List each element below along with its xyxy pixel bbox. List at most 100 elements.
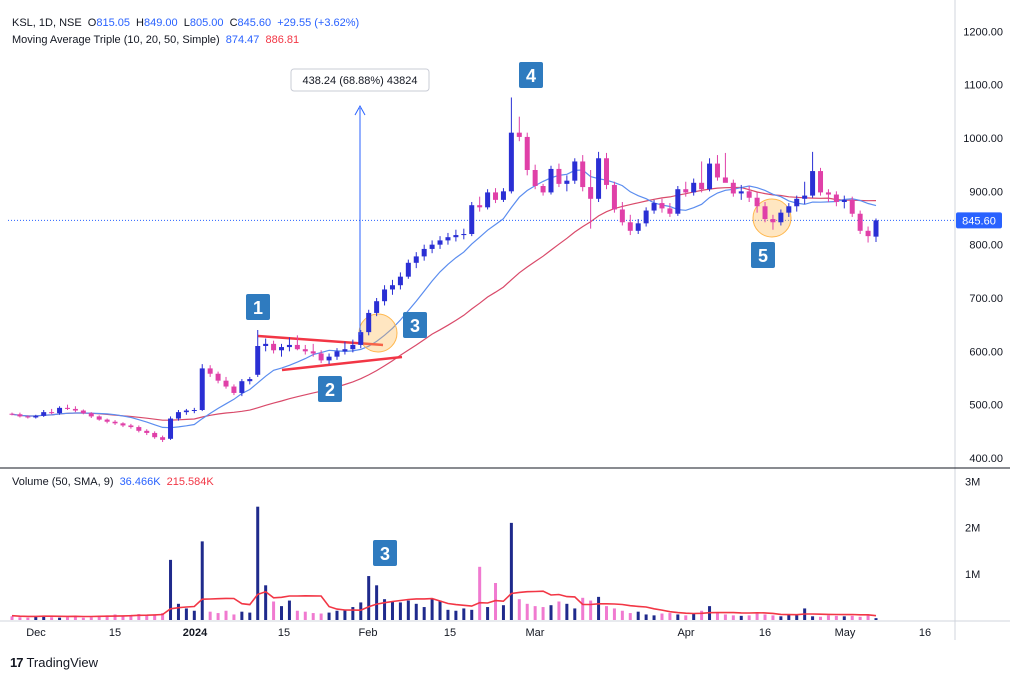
candle-body (738, 191, 744, 194)
candle (429, 240, 435, 254)
volume-bar (811, 616, 815, 620)
volume-bar (34, 616, 38, 620)
candle-body (437, 240, 443, 245)
badge-number: 5 (758, 246, 768, 266)
annotation-badge-1: 1 (246, 294, 270, 320)
candle (707, 158, 713, 192)
candle-body (223, 380, 229, 387)
candle (168, 416, 174, 440)
footer-brand[interactable]: 17 TradingView (10, 655, 98, 670)
candle-body (651, 203, 657, 211)
volume-bar (779, 616, 783, 620)
candle-body (445, 237, 451, 241)
candle (493, 188, 499, 204)
low-value: 805.00 (189, 17, 224, 29)
candle (437, 236, 443, 249)
candle-body (57, 407, 63, 414)
candle-body (611, 184, 617, 210)
volume-bar (430, 599, 434, 620)
candle (239, 379, 245, 397)
candle-body (128, 425, 134, 428)
candle (294, 335, 300, 351)
candle (413, 252, 419, 269)
candle (825, 189, 831, 202)
candle (152, 431, 158, 439)
volume-sma-line (11, 590, 877, 618)
candle-body (516, 132, 522, 137)
candle (619, 202, 625, 226)
price-tick-label: 700.00 (969, 293, 1003, 305)
candle (421, 244, 427, 261)
badge-number: 3 (410, 316, 420, 336)
candle-body (41, 412, 47, 416)
volume-bar (351, 607, 355, 620)
candle-body (25, 416, 31, 418)
badge-box (318, 376, 342, 402)
change-value: +29.55 (+3.62%) (277, 17, 360, 29)
volume-bar (129, 614, 133, 620)
price-chart[interactable]: 1200.00 1100.00 1000.00 900.00 800.00 700.00 6… (0, 0, 1024, 650)
candle (358, 330, 364, 349)
candle-body (334, 351, 340, 357)
candle (818, 167, 824, 196)
annotation-badge-3-volume: 3 (373, 540, 397, 566)
candle-body (794, 198, 800, 207)
volume-bar (137, 613, 141, 620)
open-value: 815.05 (96, 17, 130, 29)
ma-slow-line (11, 186, 877, 421)
candle (635, 219, 641, 234)
volume-bar (256, 506, 260, 620)
candle-body (770, 219, 776, 223)
volume-bar (414, 603, 418, 620)
candle (500, 188, 506, 202)
candle (279, 343, 285, 357)
lower-trendline (281, 355, 403, 372)
candle-body (160, 437, 166, 440)
volume-bar (525, 603, 529, 620)
volume-bar (573, 608, 577, 620)
candle (255, 330, 261, 377)
time-tick-label: 15 (278, 627, 290, 639)
candle (136, 425, 142, 433)
volume-label: Volume (50, SMA, 9) (12, 476, 114, 488)
volume-bar (113, 614, 117, 620)
candle-body (136, 427, 142, 431)
annotation-badge-3: 3 (403, 312, 427, 338)
candle-body (310, 351, 316, 354)
candle-body (572, 161, 578, 181)
candle (397, 272, 403, 290)
badge-box (373, 540, 397, 566)
candle-body (508, 132, 514, 192)
brand-name: TradingView (26, 655, 99, 670)
volume-bar (121, 615, 125, 620)
candle (80, 409, 86, 415)
candle (643, 207, 649, 227)
volume-bar (858, 616, 862, 620)
candle-body (635, 223, 641, 231)
candle-body (667, 208, 673, 214)
candle (841, 195, 847, 209)
candle-body (413, 256, 419, 263)
price-tick-label: 600.00 (969, 346, 1003, 358)
volume-bar (636, 611, 640, 620)
candle-body (397, 276, 403, 286)
candle-body (754, 197, 760, 207)
volume-bar (446, 609, 450, 620)
volume-bar (327, 612, 331, 620)
volume-bar (692, 613, 696, 620)
badge-box (403, 312, 427, 338)
volume-bar (200, 541, 204, 620)
volume-bar (390, 601, 394, 620)
volume-bar (264, 585, 268, 620)
candle-body (17, 414, 23, 417)
candle (865, 226, 871, 243)
volume-bar (589, 600, 593, 620)
candle-body (833, 194, 839, 202)
candle (540, 183, 546, 196)
candle (849, 196, 855, 217)
time-tick-label: 16 (759, 627, 771, 639)
candle (215, 371, 221, 384)
measure-arrow-icon (354, 104, 366, 116)
candle-body (120, 423, 126, 426)
volume-bar (787, 614, 791, 620)
